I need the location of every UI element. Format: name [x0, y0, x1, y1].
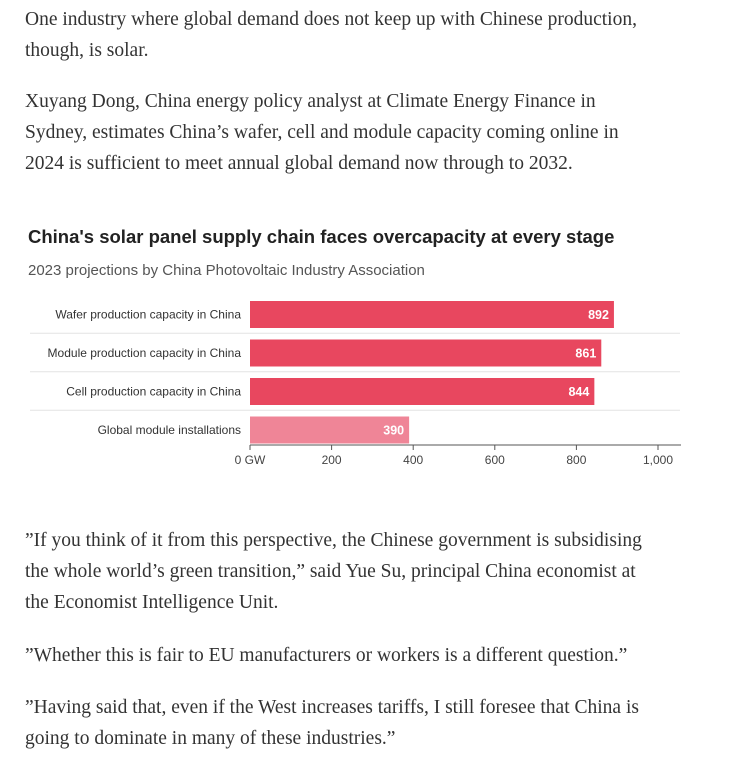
x-tick-label: 0 GW	[235, 453, 266, 467]
text-line: the Economist Intelligence Unit.	[25, 592, 279, 613]
data-label: 861	[575, 347, 596, 361]
bar-chart: Wafer production capacity in China 892 Mod…	[30, 301, 681, 467]
paragraph-4: ”Whether this is fair to EU manufacturer…	[25, 640, 705, 671]
text-line: One industry where global demand does no…	[25, 9, 637, 30]
data-label: 390	[383, 424, 404, 438]
text-line: ”If you think of it from this perspectiv…	[25, 530, 642, 551]
x-tick-label: 600	[485, 453, 505, 467]
bar	[250, 378, 595, 405]
chart-title: China's solar panel supply chain faces o…	[28, 226, 615, 247]
text-line: Xuyang Dong, China energy policy analyst…	[25, 91, 596, 112]
bar	[250, 301, 614, 328]
bar	[250, 416, 410, 444]
x-tick-label: 400	[403, 453, 423, 467]
paragraph-1: One industry where global demand does no…	[25, 4, 705, 66]
text-line: Sydney, estimates China’s wafer, cell an…	[25, 122, 619, 143]
chart-subtitle: 2023 projections by China Photovoltaic I…	[28, 262, 425, 279]
x-tick-label: 800	[566, 453, 586, 467]
category-label: Module production capacity in China	[48, 346, 242, 360]
paragraph-3: ”If you think of it from this perspectiv…	[25, 525, 705, 618]
data-label: 892	[588, 308, 609, 322]
text-line: though, is solar.	[25, 40, 149, 61]
text-line: ”Whether this is fair to EU manufacturer…	[25, 645, 628, 666]
text-line: going to dominate in many of these indus…	[25, 728, 396, 749]
category-label: Global module installations	[98, 423, 241, 437]
text-line: ”Having said that, even if the West incr…	[25, 697, 639, 718]
text-line: the whole world’s green transition,” sai…	[25, 561, 636, 582]
text-line: 2024 is sufficient to meet annual global…	[25, 153, 573, 174]
x-tick-label: 200	[322, 453, 342, 467]
data-label: 844	[568, 385, 589, 399]
x-tick-label: 1,000	[643, 453, 673, 467]
paragraph-5: ”Having said that, even if the West incr…	[25, 692, 705, 754]
category-label: Wafer production capacity in China	[55, 308, 241, 322]
category-label: Cell production capacity in China	[66, 385, 241, 399]
bar	[250, 339, 602, 367]
paragraph-2: Xuyang Dong, China energy policy analyst…	[25, 86, 705, 179]
